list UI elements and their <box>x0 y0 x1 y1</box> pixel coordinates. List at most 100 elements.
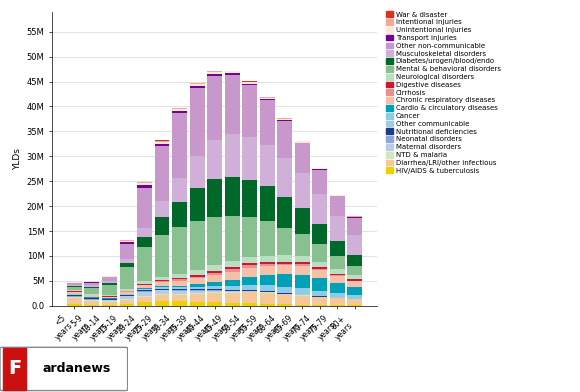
Bar <box>224 74 240 134</box>
Bar <box>295 262 310 264</box>
Bar <box>155 143 169 146</box>
Bar <box>277 292 292 293</box>
Bar <box>224 291 240 292</box>
Bar <box>207 275 222 282</box>
Bar <box>190 89 205 156</box>
Bar <box>207 71 222 72</box>
Bar <box>137 237 152 247</box>
Bar <box>207 286 222 289</box>
Bar <box>295 274 310 289</box>
Bar <box>85 301 99 305</box>
Bar <box>85 299 99 301</box>
Bar <box>312 170 327 194</box>
Bar <box>172 227 187 274</box>
Bar <box>67 286 82 287</box>
Bar <box>312 305 327 306</box>
Bar <box>190 289 205 290</box>
Bar <box>224 177 240 216</box>
Bar <box>312 297 327 305</box>
Bar <box>242 265 257 268</box>
Bar <box>295 208 310 234</box>
Bar <box>207 76 222 140</box>
Bar <box>155 142 169 143</box>
Bar <box>119 244 135 259</box>
Bar <box>242 257 257 263</box>
Bar <box>67 292 82 294</box>
Bar <box>207 271 222 273</box>
Bar <box>190 302 205 306</box>
Bar <box>224 292 240 293</box>
Bar <box>67 283 82 285</box>
Bar <box>155 289 169 290</box>
Bar <box>330 298 345 305</box>
Bar <box>224 216 240 261</box>
Bar <box>190 84 205 86</box>
Bar <box>137 188 152 228</box>
Bar <box>155 146 169 201</box>
Bar <box>85 288 99 294</box>
Bar <box>172 113 187 178</box>
Bar <box>242 180 257 217</box>
Bar <box>155 286 169 287</box>
Bar <box>155 201 169 217</box>
Bar <box>224 272 240 279</box>
Bar <box>137 247 152 281</box>
Bar <box>85 294 99 295</box>
Bar <box>190 275 205 277</box>
Bar <box>137 281 152 284</box>
Bar <box>172 291 187 294</box>
Bar <box>277 119 292 120</box>
Bar <box>137 228 152 237</box>
Bar <box>295 141 310 143</box>
Bar <box>102 285 117 295</box>
Bar <box>190 284 205 287</box>
Bar <box>330 216 345 241</box>
Bar <box>190 287 205 289</box>
Bar <box>260 292 274 293</box>
Bar <box>190 156 205 188</box>
Bar <box>277 265 292 274</box>
Y-axis label: YLDs: YLDs <box>13 148 23 170</box>
Bar <box>119 259 135 263</box>
Bar <box>295 234 310 256</box>
Bar <box>102 302 117 305</box>
Bar <box>119 292 135 294</box>
Bar <box>295 256 310 262</box>
Bar <box>347 299 362 305</box>
Bar <box>260 98 274 99</box>
Bar <box>67 282 82 283</box>
Bar <box>102 277 117 278</box>
Bar <box>190 270 205 275</box>
Bar <box>347 255 362 266</box>
Bar <box>224 269 240 272</box>
Bar <box>330 276 345 283</box>
Bar <box>242 263 257 265</box>
Bar <box>172 109 187 111</box>
Bar <box>155 281 169 282</box>
Bar <box>224 134 240 177</box>
Bar <box>295 265 310 274</box>
Bar <box>224 71 240 73</box>
Bar <box>330 269 345 274</box>
Bar <box>260 97 274 98</box>
Bar <box>295 264 310 265</box>
Bar <box>260 256 274 262</box>
Bar <box>190 278 205 284</box>
Bar <box>102 297 117 298</box>
Bar <box>330 241 345 256</box>
Bar <box>347 235 362 255</box>
Bar <box>242 82 257 83</box>
Bar <box>172 281 187 286</box>
Bar <box>260 99 274 100</box>
Bar <box>242 137 257 180</box>
Bar <box>102 300 117 301</box>
Bar <box>207 282 222 286</box>
Bar <box>312 169 327 170</box>
Bar <box>224 73 240 74</box>
Bar <box>137 185 152 188</box>
Bar <box>155 288 169 289</box>
Bar <box>137 183 152 185</box>
Bar <box>312 262 327 267</box>
Bar <box>277 158 292 197</box>
Bar <box>137 284 152 285</box>
